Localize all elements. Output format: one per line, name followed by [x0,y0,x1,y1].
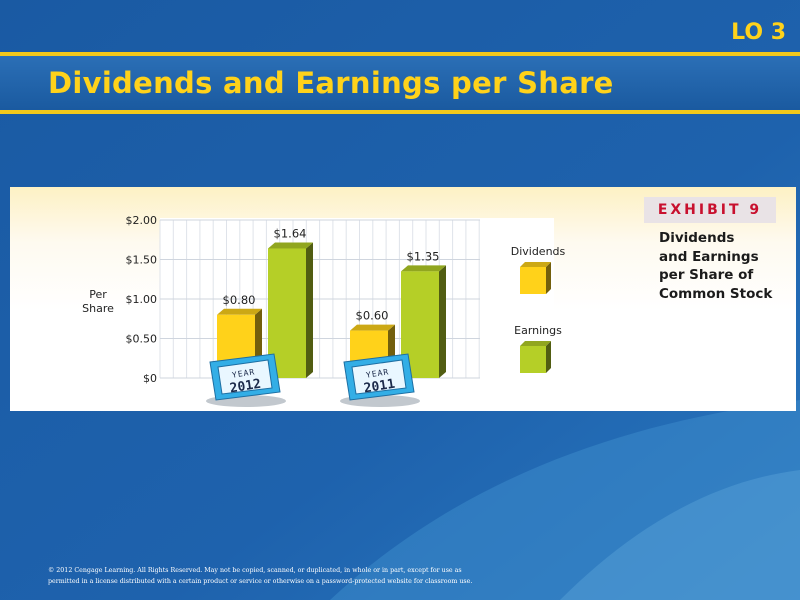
legend-swatch-top [520,262,551,267]
bar-value-label: $0.60 [356,309,389,323]
legend-swatch-side [546,262,551,294]
bar-top [401,265,446,272]
exhibit-panel: $2.00 $1.50 $1.00 $0.50 $0 Per Share $0.80 $1.64… [10,187,796,411]
year-plaque-year: 2012 [229,377,262,397]
bar-side [306,242,313,378]
y-tick-label: $1.00 [126,293,158,306]
exhibit-caption-line: Dividends [659,230,735,246]
bar-side [439,265,446,378]
exhibit-caption: Dividends and Earnings per Share of Comm… [659,229,795,303]
legend-swatch-top [520,341,551,346]
year-plaque-face [351,359,407,395]
legend-swatch [520,346,546,373]
lo-badge: LO 3 [731,20,786,45]
bar-value-label: $0.80 [223,293,256,307]
bar-top [350,324,395,331]
y-tick-label: $0 [143,372,157,385]
copyright-notice: © 2012 Cengage Learning. All Rights Rese… [48,565,608,587]
y-tick-label: $0.50 [126,333,158,346]
y-axis-label: Per [89,288,107,301]
y-axis-label: Share [82,302,114,315]
legend-label: Dividends [511,245,566,258]
y-tick-label: $2.00 [126,214,158,227]
copyright-line: permitted in a license distributed with … [48,578,473,585]
y-tick-label: $1.50 [126,254,158,267]
bar-top [268,242,313,249]
bar-top [217,308,262,315]
exhibit-tag: EXHIBIT 9 [644,197,776,223]
slide-title: Dividends and Earnings per Share [48,66,614,100]
year-plaque-word: YEAR [365,367,389,380]
title-band [0,52,800,114]
legend-swatch [520,267,546,294]
exhibit-caption-line: per Share of [659,267,754,283]
year-plaque-word: YEAR [231,367,255,380]
copyright-line: © 2012 Cengage Learning. All Rights Rese… [48,567,462,574]
year-plaque-face [217,359,273,395]
exhibit-caption-line: Common Stock [659,285,773,302]
bar-value-label: $1.64 [274,226,307,240]
year-plaque-year: 2011 [363,377,396,397]
legend-label: Earnings [514,324,562,337]
exhibit-caption-line: and Earnings [659,248,759,265]
bar-value-label: $1.35 [407,249,440,263]
legend-swatch-side [546,341,551,373]
